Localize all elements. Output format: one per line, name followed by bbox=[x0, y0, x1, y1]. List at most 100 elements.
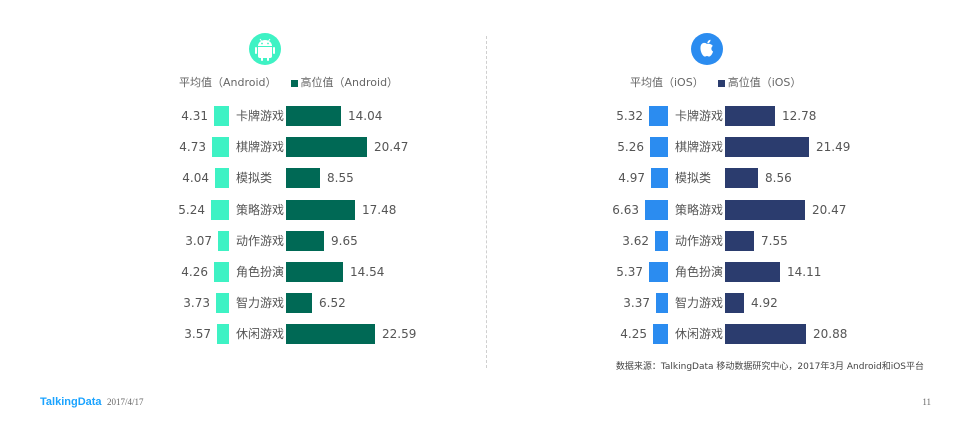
avg-bar bbox=[217, 324, 229, 344]
avg-bar bbox=[215, 168, 229, 188]
avg-bar bbox=[655, 231, 668, 251]
category-label: 策略游戏 bbox=[675, 203, 724, 217]
ios-panel: 平均值（iOS） 高位值（iOS） 5.32 卡牌游戏 12.78 5.26 棋牌游戏 21… bbox=[484, 0, 968, 380]
avg-value-label: 4.73 bbox=[179, 140, 206, 154]
max-value-label: 20.47 bbox=[812, 203, 847, 217]
avg-value-label: 5.26 bbox=[617, 140, 644, 154]
chart-row: 4.73 棋牌游戏 20.47 bbox=[0, 137, 484, 157]
avg-bar bbox=[645, 200, 668, 220]
max-value-label: 14.54 bbox=[350, 265, 385, 279]
legend-max-label: 高位值（Android） bbox=[300, 76, 399, 89]
max-bar bbox=[286, 200, 355, 220]
max-value-label: 8.55 bbox=[327, 171, 354, 185]
max-value-label: 8.56 bbox=[765, 171, 792, 185]
max-bar bbox=[286, 262, 343, 282]
avg-value-label: 4.26 bbox=[181, 265, 208, 279]
max-bar bbox=[725, 262, 780, 282]
category-label: 智力游戏 bbox=[236, 296, 285, 310]
category-label: 棋牌游戏 bbox=[236, 140, 285, 154]
avg-value-label: 4.31 bbox=[181, 109, 208, 123]
max-bar bbox=[286, 137, 367, 157]
chart-row: 3.73 智力游戏 6.52 bbox=[0, 293, 484, 313]
chart-row: 5.26 棋牌游戏 21.49 bbox=[484, 137, 968, 157]
avg-bar bbox=[650, 137, 668, 157]
avg-bar bbox=[656, 293, 668, 313]
footer-date: 2017/4/17 bbox=[107, 397, 144, 407]
category-label: 休闲游戏 bbox=[675, 327, 724, 341]
avg-value-label: 3.07 bbox=[185, 234, 212, 248]
avg-bar bbox=[211, 200, 229, 220]
max-value-label: 4.92 bbox=[751, 296, 778, 310]
avg-bar bbox=[218, 231, 229, 251]
chart-row: 4.26 角色扮演 14.54 bbox=[0, 262, 484, 282]
category-label: 模拟类 bbox=[675, 171, 712, 185]
source-note: 数据来源：TalkingData 移动数据研究中心，2017年3月 Androi… bbox=[615, 362, 924, 372]
max-bar bbox=[286, 324, 375, 344]
avg-value-label: 3.37 bbox=[623, 296, 650, 310]
avg-value-label: 5.24 bbox=[178, 203, 205, 217]
avg-value-label: 4.97 bbox=[618, 171, 645, 185]
chart-row: 5.37 角色扮演 14.11 bbox=[484, 262, 968, 282]
avg-bar bbox=[214, 106, 229, 126]
avg-bar bbox=[651, 168, 668, 188]
legend-max-swatch bbox=[717, 79, 725, 87]
max-bar bbox=[725, 200, 805, 220]
max-value-label: 20.47 bbox=[374, 140, 409, 154]
chart-row: 4.04 模拟类 8.55 bbox=[0, 168, 484, 188]
apple-icon bbox=[691, 33, 723, 65]
chart-row: 4.31 卡牌游戏 14.04 bbox=[0, 106, 484, 126]
max-value-label: 14.11 bbox=[787, 265, 822, 279]
avg-value-label: 3.62 bbox=[622, 234, 649, 248]
max-bar bbox=[725, 293, 744, 313]
max-bar bbox=[725, 324, 806, 344]
max-value-label: 20.88 bbox=[813, 327, 848, 341]
page-number: 11 bbox=[922, 397, 931, 407]
max-bar bbox=[725, 231, 754, 251]
legend-avg-label: 平均值（iOS） bbox=[630, 76, 704, 89]
chart-row: 5.32 卡牌游戏 12.78 bbox=[484, 106, 968, 126]
legend-max-label: 高位值（iOS） bbox=[727, 76, 802, 89]
max-bar bbox=[286, 293, 312, 313]
max-bar bbox=[725, 137, 809, 157]
chart-row: 3.57 休闲游戏 22.59 bbox=[0, 324, 484, 344]
avg-bar bbox=[649, 262, 668, 282]
category-label: 策略游戏 bbox=[236, 203, 285, 217]
avg-bar bbox=[214, 262, 229, 282]
avg-value-label: 5.32 bbox=[616, 109, 643, 123]
avg-value-label: 4.25 bbox=[620, 327, 647, 341]
category-label: 卡牌游戏 bbox=[675, 109, 724, 123]
max-value-label: 21.49 bbox=[816, 140, 851, 154]
category-label: 角色扮演 bbox=[236, 265, 285, 279]
legend-avg-label: 平均值（Android） bbox=[179, 76, 277, 89]
category-label: 棋牌游戏 bbox=[675, 140, 724, 154]
panel-divider bbox=[486, 36, 487, 368]
avg-bar bbox=[216, 293, 229, 313]
chart-row: 3.07 动作游戏 9.65 bbox=[0, 231, 484, 251]
max-value-label: 9.65 bbox=[331, 234, 358, 248]
max-value-label: 6.52 bbox=[319, 296, 346, 310]
chart-row: 4.97 模拟类 8.56 bbox=[484, 168, 968, 188]
android-panel: 平均值（Android） 高位值（Android） 4.31 卡牌游戏 14.04 4.… bbox=[0, 0, 484, 380]
avg-bar bbox=[653, 324, 668, 344]
max-value-label: 22.59 bbox=[382, 327, 417, 341]
max-value-label: 7.55 bbox=[761, 234, 788, 248]
max-bar bbox=[725, 106, 775, 126]
max-bar bbox=[286, 106, 341, 126]
avg-value-label: 4.04 bbox=[182, 171, 209, 185]
max-value-label: 14.04 bbox=[348, 109, 383, 123]
category-label: 动作游戏 bbox=[675, 234, 724, 248]
category-label: 角色扮演 bbox=[675, 265, 724, 279]
footer-logo: TalkingData bbox=[40, 396, 102, 408]
avg-value-label: 3.57 bbox=[184, 327, 211, 341]
category-label: 卡牌游戏 bbox=[236, 109, 285, 123]
avg-value-label: 6.63 bbox=[612, 203, 639, 217]
category-label: 休闲游戏 bbox=[236, 327, 285, 341]
chart-row: 3.37 智力游戏 4.92 bbox=[484, 293, 968, 313]
max-bar bbox=[725, 168, 758, 188]
avg-value-label: 3.73 bbox=[183, 296, 210, 310]
android-icon bbox=[249, 33, 281, 65]
avg-bar bbox=[212, 137, 229, 157]
chart-row: 3.62 动作游戏 7.55 bbox=[484, 231, 968, 251]
ios-legend: 平均值（iOS） 高位值（iOS） bbox=[630, 74, 801, 90]
legend-max-swatch bbox=[290, 79, 298, 87]
